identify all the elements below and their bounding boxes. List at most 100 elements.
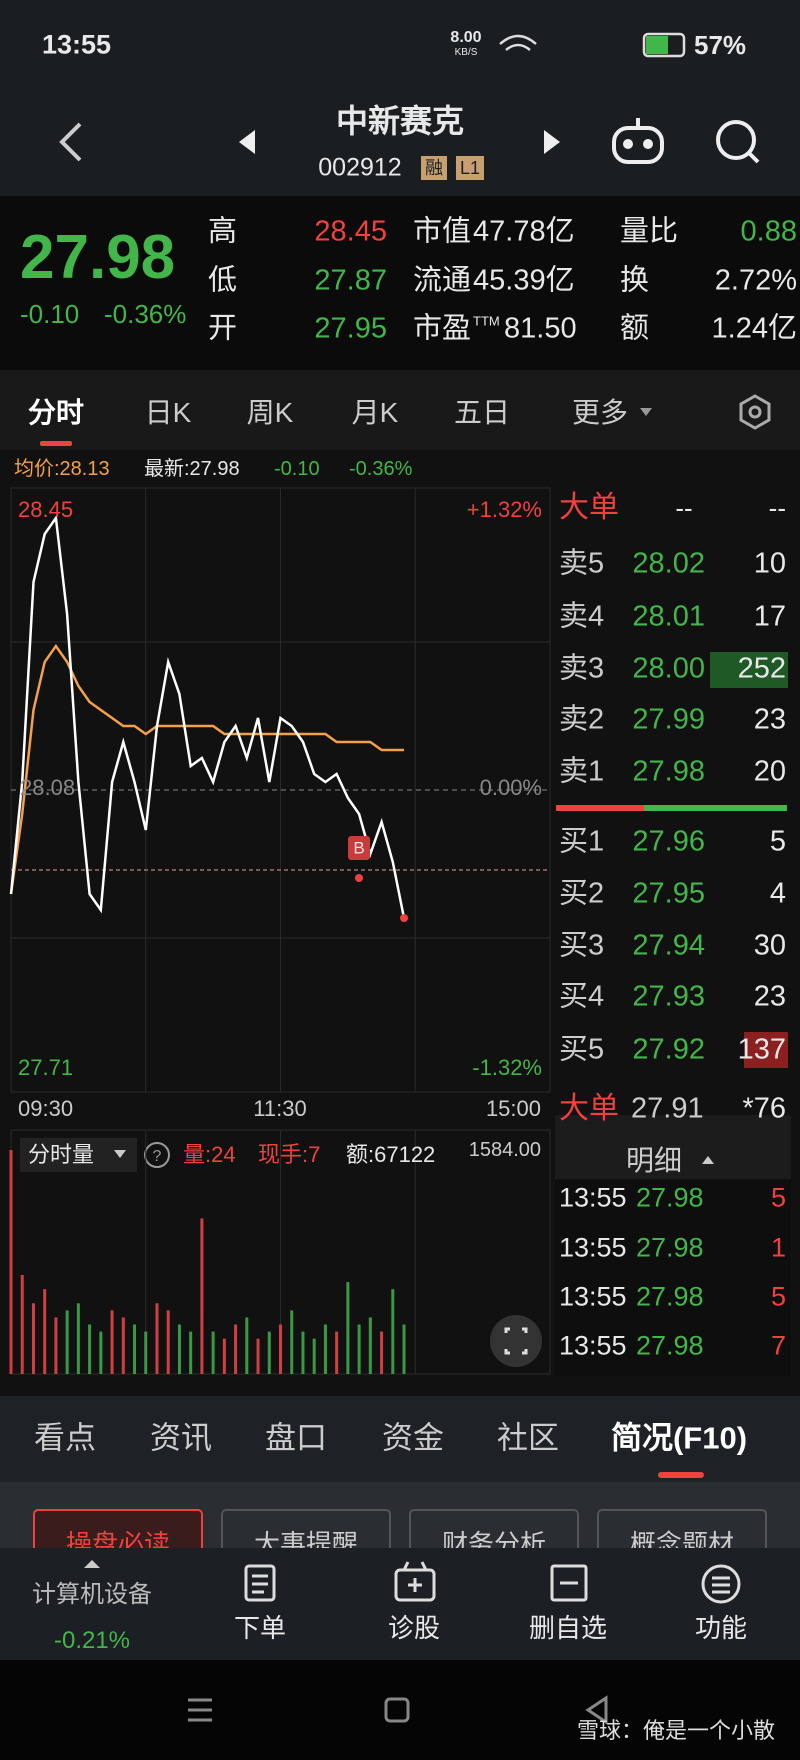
watermark: 雪球：俺是一个小散 [576,1718,775,1743]
volume-bar [121,1317,125,1374]
book-price: 27.99 [632,703,705,736]
bottom-tab[interactable]: 简况(F10) [610,1420,748,1456]
book-qty: 17 [753,600,786,633]
trade-marker-bg [348,836,370,860]
book-label: 卖4 [559,600,605,633]
robot-icon[interactable] [612,118,664,164]
stat-label: 额 [620,312,650,345]
next-icon[interactable] [544,130,560,154]
trade-price: 27.98 [636,1232,704,1263]
tab[interactable]: 分时 [27,397,85,428]
tab[interactable]: 周K [246,397,294,428]
prev-icon[interactable] [239,130,255,154]
bottom-tab[interactable]: 看点 [34,1420,96,1456]
time-label: 11:30 [253,1096,307,1121]
volume-bar [335,1331,339,1374]
big-order-qty: *76 [742,1092,786,1125]
toolbar-button[interactable]: 删自选 [528,1613,608,1643]
avg-price: 均价:28.13 [14,458,110,480]
toolbar-button[interactable]: 诊股 [387,1613,441,1643]
book-label: 买2 [559,877,605,910]
volume-selector-bg[interactable] [20,1138,137,1172]
volume-bar [279,1324,282,1374]
sector-name[interactable]: 计算机设备 [32,1581,152,1608]
settings-icon[interactable] [739,394,771,430]
trade-time: 13:55 [559,1182,627,1213]
bottom-tab[interactable]: 社区 [497,1420,559,1456]
book-price: 27.98 [632,755,705,788]
volume-bar [346,1282,350,1374]
stat-value: 1.24亿 [711,312,797,345]
stat-label: 市盈 [413,312,472,345]
stat-value: 28.45 [314,215,387,248]
volume-bar [256,1338,260,1374]
volume-bar [200,1218,204,1374]
trade-price: 27.98 [636,1182,704,1213]
stat-label-sup: TTM [473,313,500,329]
volume-bar [357,1324,361,1374]
volume-selector[interactable]: 分时量 [28,1142,95,1167]
book-label: 卖1 [559,755,605,788]
volume-bar [211,1331,215,1374]
stat-value: 47.78亿 [473,215,575,248]
price-low: 27.71 [18,1055,74,1080]
bottom-tab[interactable]: 资金 [382,1420,444,1456]
bid-strength [644,805,787,811]
tab[interactable]: 更多 [571,397,629,428]
settings-icon-dot [748,405,762,419]
volume-bar [290,1310,294,1374]
big-order-price: 27.91 [631,1092,704,1125]
trade-marker: B [353,838,365,858]
help-icon[interactable] [144,1142,170,1168]
trade-time: 13:55 [559,1281,627,1312]
status-icons [499,32,686,58]
more-caret [640,408,652,416]
book-qty: 252 [737,652,786,685]
volume-bar [155,1303,159,1374]
price-line [9,514,406,919]
avg-line [9,643,404,895]
status-time: 13:55 [42,29,112,60]
search-icon[interactable] [716,120,760,164]
sector-caret [84,1560,100,1568]
volume-max: 1584.00 [468,1139,541,1161]
book-label: 买3 [559,929,605,962]
trade-time: 13:55 [559,1232,627,1263]
tab[interactable]: 日K [144,397,192,428]
bottom-tab[interactable]: 资讯 [150,1420,212,1456]
volume-bar [312,1338,316,1374]
volume-bar [88,1324,92,1374]
tab[interactable]: 五日 [453,397,511,428]
book-qty: 23 [753,703,786,736]
change-pct: -0.36% [104,299,187,329]
book-price: 28.02 [632,547,705,580]
detail-title[interactable]: 明细 [625,1145,683,1176]
volume-bar [133,1324,137,1374]
book-qty: 5 [769,825,786,858]
trade-qty: 5 [770,1182,786,1213]
last-price: 27.98 [20,223,176,292]
back-icon[interactable] [59,122,82,162]
change: -0.10 [20,299,80,329]
toolbar-button[interactable]: 下单 [233,1613,287,1643]
stat-value: 27.95 [314,312,387,345]
volume-qty: 量:24 [183,1142,236,1167]
stat-label: 市值 [413,215,472,248]
volume-bar [99,1331,103,1374]
volume-bar [144,1331,148,1374]
trade-qty: 5 [770,1281,786,1312]
toolbar-button[interactable]: 功能 [694,1613,748,1643]
book-price: 27.92 [632,1033,705,1066]
latest-price: 最新:27.98 [144,458,240,480]
bottom-tab[interactable]: 盘口 [265,1420,327,1456]
big-order-label: 大单 [559,1092,619,1125]
tab[interactable]: 月K [351,397,399,428]
quote-bg [0,196,800,370]
price-end-dot [400,914,409,922]
expand-button[interactable] [490,1315,542,1367]
nav-icons[interactable] [188,1695,608,1725]
price-high: 28.45 [18,497,74,522]
header-bg [0,0,800,196]
expand-icon [504,1327,528,1355]
